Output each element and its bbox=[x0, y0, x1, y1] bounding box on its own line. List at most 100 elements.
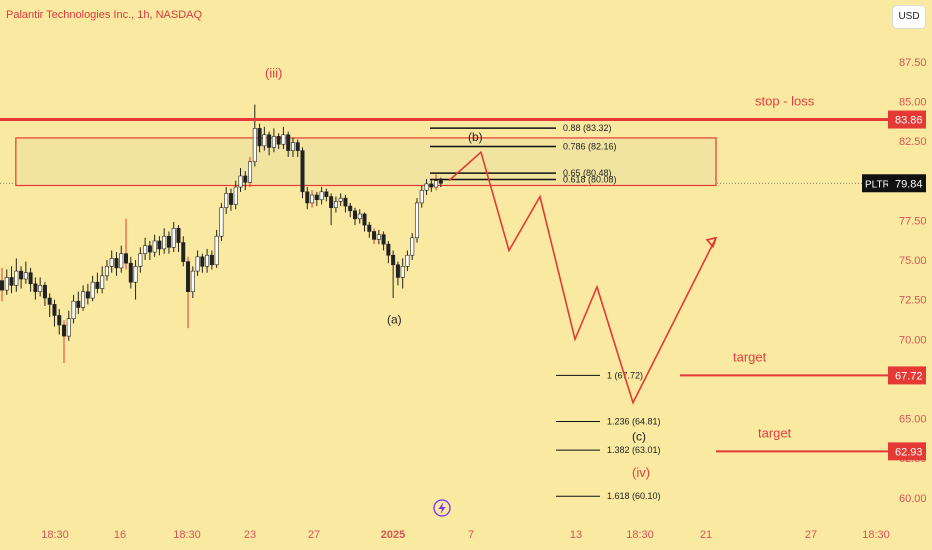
x-tick-label: 23 bbox=[244, 529, 256, 541]
candle-body bbox=[133, 266, 138, 283]
y-tick-label: 65.00 bbox=[899, 414, 927, 426]
candle-body bbox=[429, 183, 434, 188]
y-tick-label: 87.50 bbox=[899, 57, 927, 69]
fib-upper-label: 0.618 (80.08) bbox=[563, 174, 617, 184]
candle-body bbox=[181, 242, 186, 262]
candle-body bbox=[42, 285, 47, 299]
candle-body bbox=[100, 275, 105, 289]
candle-body bbox=[28, 272, 33, 285]
last-price-tag: 79.84 bbox=[895, 178, 923, 190]
candle-body bbox=[362, 213, 367, 226]
candle-body bbox=[119, 253, 124, 269]
x-tick-label: 13 bbox=[570, 529, 582, 541]
candle-body bbox=[219, 207, 224, 237]
candle-body bbox=[386, 243, 391, 256]
wave-a-label: (a) bbox=[387, 312, 402, 326]
fib-upper-label: 0.65 (80.48) bbox=[563, 168, 612, 178]
candle-body bbox=[47, 297, 52, 305]
x-tick-label: 27 bbox=[308, 529, 320, 541]
candle-body bbox=[333, 201, 338, 208]
candle-body bbox=[76, 300, 81, 308]
candle-body bbox=[205, 254, 210, 267]
axis-layer: 60.0062.5065.0067.5070.0072.5075.0077.50… bbox=[41, 17, 926, 541]
candle-body bbox=[376, 234, 381, 240]
candle-body bbox=[200, 256, 205, 267]
candle-body bbox=[338, 197, 343, 202]
chart-title: Palantir Technologies Inc., 1h, NASDAQ bbox=[6, 9, 203, 21]
candle-body bbox=[400, 266, 405, 278]
candle-body bbox=[147, 245, 152, 253]
candle-body bbox=[381, 234, 386, 245]
x-tick-label: 2025 bbox=[381, 529, 405, 541]
candle-body bbox=[9, 277, 14, 286]
candle-body bbox=[38, 285, 43, 293]
candle-body bbox=[157, 240, 162, 250]
x-tick-label: 21 bbox=[700, 529, 712, 541]
candle-body bbox=[267, 134, 272, 148]
target-2-label: target bbox=[758, 425, 792, 440]
candle-body bbox=[166, 235, 171, 248]
candle-body bbox=[310, 194, 315, 204]
candle-body bbox=[228, 193, 233, 205]
candle-body bbox=[319, 191, 324, 201]
fib-lower-label: 1.236 (64.81) bbox=[607, 417, 661, 427]
candle-body bbox=[171, 227, 176, 248]
candle-body bbox=[81, 291, 86, 308]
candle-body bbox=[95, 281, 100, 289]
candle-body bbox=[23, 272, 28, 280]
candle-body bbox=[214, 235, 219, 266]
candle-body bbox=[71, 300, 76, 319]
y-tick-label: 72.50 bbox=[899, 295, 927, 307]
candle-body bbox=[295, 142, 300, 151]
candle-body bbox=[286, 134, 291, 151]
candle-body bbox=[300, 150, 305, 193]
candle-body bbox=[233, 186, 238, 205]
levels-layer: stop - loss target target bbox=[0, 94, 888, 453]
candle-body bbox=[257, 128, 262, 147]
candle-layer bbox=[0, 104, 443, 364]
candle-body bbox=[224, 193, 229, 208]
candle-body bbox=[0, 280, 5, 291]
candle-body bbox=[128, 262, 133, 283]
fib-lower-label: 1.618 (60.10) bbox=[607, 491, 661, 501]
candle-body bbox=[367, 224, 372, 232]
y-tick-label: 77.50 bbox=[899, 215, 927, 227]
y-tick-label: 60.00 bbox=[899, 493, 927, 505]
target-2-tag: 62.93 bbox=[895, 446, 923, 458]
candle-body bbox=[186, 261, 191, 293]
candle-body bbox=[162, 235, 167, 250]
candle-body bbox=[124, 253, 129, 264]
candle-body bbox=[248, 161, 253, 183]
lightning-icon bbox=[433, 499, 451, 517]
lightning-bolt-icon bbox=[438, 502, 446, 514]
candle-body bbox=[281, 134, 286, 145]
symbol-tag: PLTR bbox=[865, 179, 890, 190]
candle-body bbox=[176, 227, 181, 243]
y-tick-label: 75.00 bbox=[899, 255, 927, 267]
candle-body bbox=[33, 283, 38, 293]
stop-loss-label: stop - loss bbox=[755, 94, 815, 109]
x-tick-label: 18:30 bbox=[173, 529, 201, 541]
candle-body bbox=[343, 197, 348, 207]
x-tick-label: 27 bbox=[805, 529, 817, 541]
zone-layer bbox=[15, 137, 717, 187]
currency-button[interactable]: USD bbox=[892, 5, 926, 29]
candle-body bbox=[271, 136, 276, 148]
projection-path bbox=[448, 150, 717, 405]
target-1-tag-bg bbox=[888, 366, 926, 385]
candle-body bbox=[209, 254, 214, 266]
candle-body bbox=[143, 245, 148, 254]
wave-iii-label: (iii) bbox=[265, 66, 282, 81]
last-price-tag-bg bbox=[888, 174, 926, 193]
candle-body bbox=[252, 128, 257, 163]
fib-lower-label: 1.382 (63.01) bbox=[607, 445, 661, 455]
candle-body bbox=[424, 183, 429, 191]
candle-body bbox=[66, 318, 71, 337]
annotation-layer: (iii) (a) (b) (c) (iv) bbox=[265, 66, 650, 517]
candle-body bbox=[14, 270, 19, 286]
candle-body bbox=[262, 134, 267, 147]
wave-iv-label: (iv) bbox=[632, 465, 650, 480]
candle-body bbox=[348, 205, 353, 212]
candle-body bbox=[434, 180, 439, 188]
